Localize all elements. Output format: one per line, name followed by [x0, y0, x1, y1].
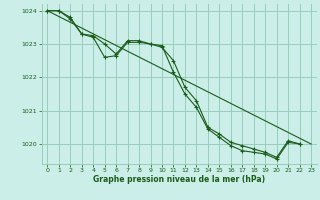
X-axis label: Graphe pression niveau de la mer (hPa): Graphe pression niveau de la mer (hPa) — [93, 175, 265, 184]
